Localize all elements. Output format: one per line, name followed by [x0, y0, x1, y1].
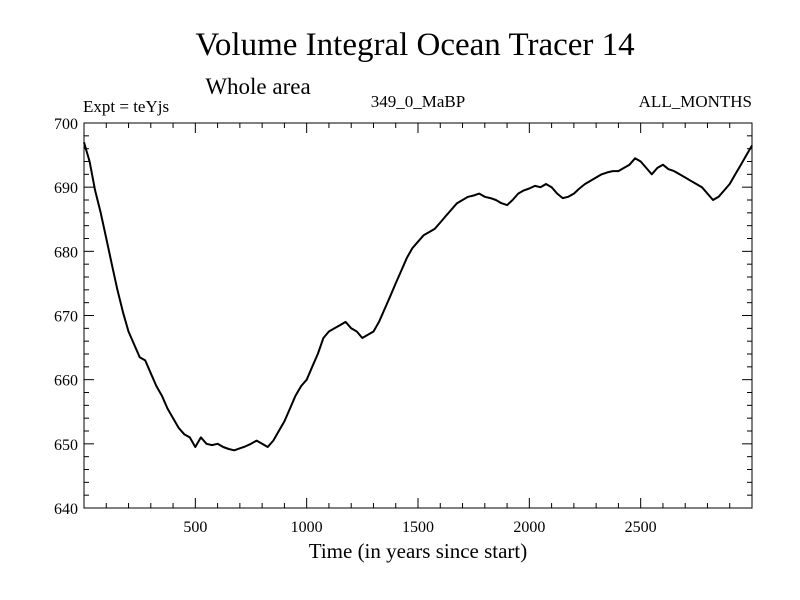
x-tick-label: 1000: [291, 519, 323, 536]
y-tick-label: 640: [54, 501, 78, 518]
y-tick-label: 650: [54, 437, 78, 454]
y-tick-label: 660: [54, 373, 78, 390]
period-label: 349_0_MaBP: [371, 92, 465, 111]
x-tick-label: 2500: [625, 519, 657, 536]
experiment-label: Expt = teYjs: [83, 97, 169, 116]
chart-subtitle: Whole area: [205, 74, 310, 99]
series-line-0: [83, 142, 753, 452]
plot-frame: [83, 122, 753, 509]
y-tick-label: 700: [54, 116, 78, 133]
y-tick-label: 680: [54, 244, 78, 261]
x-tick-label: 2000: [513, 519, 545, 536]
series-layer: [83, 142, 753, 452]
y-tick-label: 670: [54, 309, 78, 326]
chart-title: Volume Integral Ocean Tracer 14: [195, 27, 634, 63]
y-tick-label: 690: [54, 180, 78, 197]
axis-ticks: [84, 122, 752, 509]
x-axis-label: Time (in years since start): [309, 539, 528, 563]
tick-labels: 500 1000 1500 2000 2500 640 650 660 670 680 690 700: [54, 116, 657, 536]
x-tick-label: 500: [183, 519, 207, 536]
x-tick-label: 1500: [402, 519, 434, 536]
months-label: ALL_MONTHS: [639, 92, 752, 111]
